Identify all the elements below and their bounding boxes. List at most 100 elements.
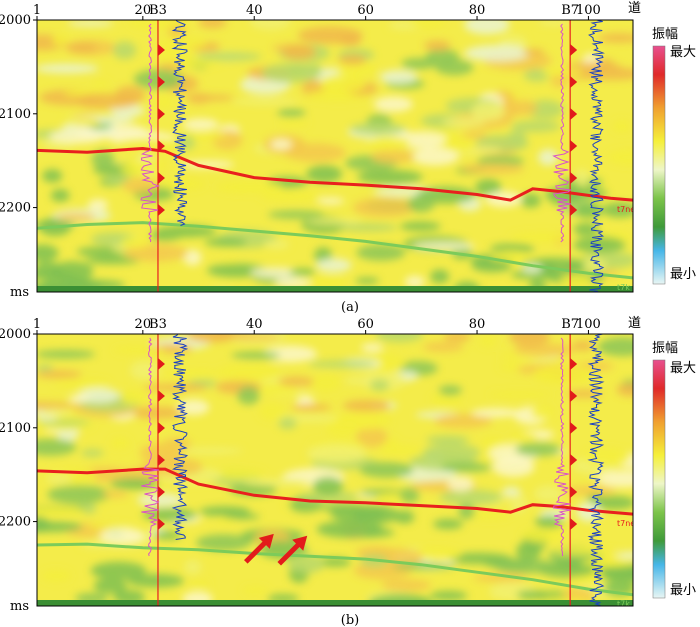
amplitude-blob: [39, 408, 72, 417]
y-tick-label: 2100: [0, 421, 31, 436]
amplitude-blob: [216, 181, 283, 194]
amplitude-blob: [509, 231, 575, 243]
synthetic-peak: [570, 518, 578, 530]
well-log-curve: [588, 20, 605, 292]
amplitude-blob: [230, 334, 281, 341]
horizon-label: t7new: [617, 519, 642, 528]
amplitude-blob: [317, 197, 345, 205]
amplitude-blob: [151, 177, 206, 191]
y-unit-label: ms: [10, 285, 29, 300]
amplitude-blob: [196, 52, 262, 61]
x-tick-label: 40: [246, 3, 263, 18]
amplitude-blob: [502, 486, 521, 497]
amplitude-blob: [433, 518, 464, 530]
synthetic-peak: [570, 140, 578, 152]
amplitude-blob: [231, 351, 281, 360]
y-tick-label: 2100: [0, 107, 31, 122]
amplitude-blob: [248, 382, 301, 396]
synthetic-peak: [157, 358, 165, 370]
well-log-curve: [552, 23, 572, 243]
amplitude-blob: [442, 116, 486, 128]
colorbar-scale: [652, 45, 666, 285]
amplitude-blob: [289, 268, 316, 276]
amplitude-blob: [137, 493, 184, 507]
amplitude-blob: [399, 487, 420, 504]
amplitude-blob: [258, 403, 285, 421]
amplitude-blob: [615, 551, 633, 559]
amplitude-blob: [492, 456, 535, 477]
amplitude-blob: [508, 432, 539, 441]
amplitude-blob: [211, 468, 266, 479]
amplitude-blob: [37, 438, 77, 456]
synthetic-peak: [570, 204, 578, 216]
amplitude-blob: [423, 341, 464, 352]
plot-frame: [36, 19, 634, 293]
amplitude-blob: [552, 547, 618, 555]
amplitude-blob: [616, 382, 633, 397]
amplitude-blob: [475, 178, 502, 196]
amplitude-blob: [435, 59, 474, 76]
amplitude-blob: [112, 41, 137, 60]
amplitude-blob: [116, 138, 181, 150]
amplitude-blob: [319, 504, 369, 512]
amplitude-section: t7new t7k: [37, 20, 633, 292]
amplitude-blob: [290, 403, 332, 411]
panel-caption: (b): [341, 613, 359, 627]
amplitude-blob: [93, 578, 128, 594]
amplitude-blob: [319, 74, 367, 94]
bottom-strip: [37, 286, 633, 292]
amplitude-blob: [142, 508, 198, 522]
amplitude-blob: [493, 558, 556, 574]
amplitude-blob: [53, 378, 110, 389]
amplitude-blob: [523, 68, 550, 82]
amplitude-blob: [110, 437, 131, 449]
amplitude-blob: [360, 343, 384, 352]
amplitude-blob: [355, 427, 388, 448]
well-log-curve: [587, 334, 605, 606]
amplitude-blob: [37, 521, 83, 533]
amplitude-blob: [399, 221, 441, 232]
amplitude-blob: [458, 503, 476, 520]
amplitude-blob: [520, 193, 541, 208]
amplitude-blob: [50, 189, 70, 202]
amplitude-blob: [204, 237, 248, 247]
amplitude-blob: [572, 340, 594, 352]
colorbar-title: 振幅: [652, 27, 678, 42]
amplitude-blob: [534, 515, 563, 529]
amplitude-blob: [262, 345, 318, 363]
amplitude-blob: [80, 449, 104, 457]
amplitude-blob: [270, 138, 293, 150]
amplitude-blob: [198, 20, 227, 29]
amplitude-blob: [243, 478, 310, 487]
amplitude-blob: [600, 567, 633, 583]
horizon-line: [37, 146, 633, 202]
amplitude-blob: [582, 257, 607, 274]
colorbar-title: 振幅: [652, 341, 678, 356]
amplitude-blob: [130, 360, 160, 381]
amplitude-blob: [64, 117, 101, 126]
amplitude-blob: [250, 267, 301, 279]
amplitude-blob: [277, 108, 306, 118]
amplitude-blob: [337, 223, 398, 232]
synthetic-peak: [157, 422, 165, 434]
amplitude-blob: [175, 447, 244, 455]
plot-area: t7new t7k 1 20 40 60 80 100 2000 2100 2200 B3 B7: [0, 317, 642, 607]
amplitude-blob: [433, 413, 493, 429]
amplitude-blob: [471, 101, 506, 122]
amplitude-blob: [177, 135, 196, 150]
amplitude-blob: [407, 194, 435, 213]
amplitude-blob: [404, 275, 425, 288]
well-log-curve: [552, 337, 571, 557]
amplitude-blob: [277, 119, 309, 127]
amplitude-blob: [267, 210, 324, 219]
amplitude-blob: [532, 364, 597, 384]
amplitude-blob: [538, 149, 559, 166]
amplitude-blob: [67, 20, 114, 27]
well-label: B3: [149, 3, 167, 18]
amplitude-blob: [188, 580, 211, 588]
amplitude-blob: [429, 590, 468, 601]
amplitude-blob: [308, 275, 347, 290]
amplitude-blob: [510, 270, 560, 280]
amplitude-blob: [415, 546, 461, 562]
